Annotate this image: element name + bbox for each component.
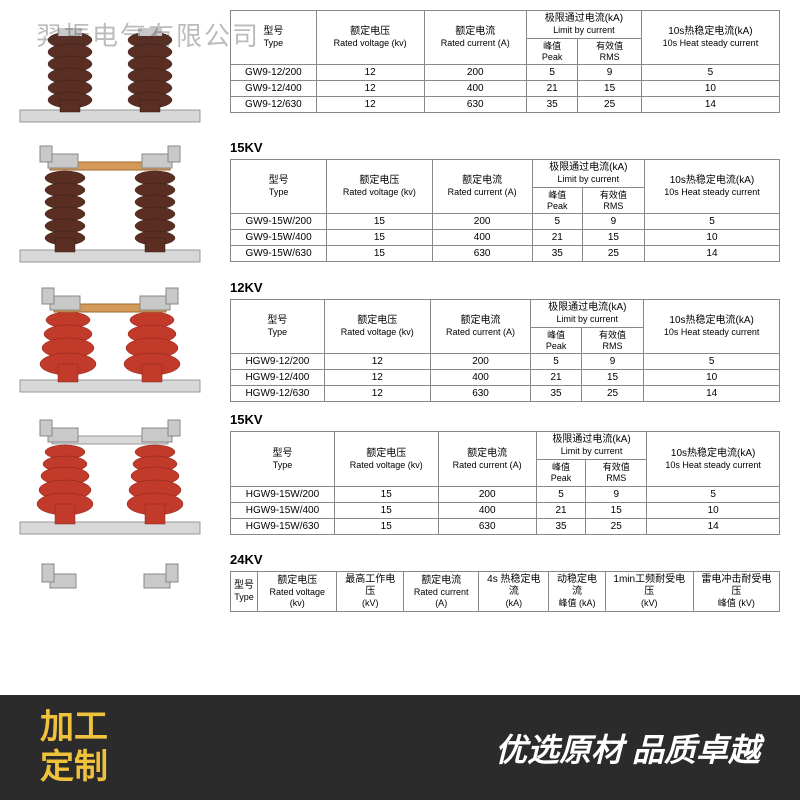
product-image-2 [10, 140, 210, 270]
table-row: GW9-15W/63015630352514 [231, 246, 780, 262]
table-row: HGW9-15W/40015400211510 [231, 502, 780, 518]
table-row: GW9-15W/40015400211510 [231, 230, 780, 246]
watermark-text: 羿振电气有限公司 [36, 16, 260, 53]
table-row: GW9-12/20012200595 [231, 65, 780, 81]
spec-table-2: 15KV 型号Type 额定电压Rated voltage (kv) 额定电流R… [230, 140, 780, 262]
table-row: GW9-12/40012400211510 [231, 81, 780, 97]
footer-left-text: 加工 定制 [40, 708, 108, 786]
product-image-5 [10, 552, 210, 592]
spec-table-1: 型号Type 额定电压Rated voltage (kv) 额定电流Rated … [230, 10, 780, 113]
spec-row: 12KV 型号Type 额定电压Rated voltage (kv) 额定电流R… [10, 280, 780, 402]
spec-row: 24KV 型号Type 额定电压Rated voltage (kv) 最高工作电… [10, 552, 780, 612]
table-row: HGW9-15W/63015630352514 [231, 518, 780, 534]
product-image-3 [10, 280, 210, 400]
footer-banner: 加工 定制 优选原材 品质卓越 [0, 695, 800, 800]
table-row: GW9-15W/20015200595 [231, 214, 780, 230]
page-content: 型号Type 额定电压Rated voltage (kv) 额定电流Rated … [0, 0, 800, 622]
table-row: HGW9-12/20012200595 [231, 354, 780, 370]
footer-right-text: 优选原材 品质卓越 [495, 725, 760, 771]
kv-label: 24KV [230, 552, 780, 567]
spec-table-5: 24KV 型号Type 额定电压Rated voltage (kv) 最高工作电… [230, 552, 780, 612]
table-row: HGW9-12/63012630352514 [231, 386, 780, 402]
kv-label: 12KV [230, 280, 780, 295]
table-row: HGW9-15W/20015200595 [231, 486, 780, 502]
table-row: HGW9-12/40012400211510 [231, 370, 780, 386]
product-image-4 [10, 412, 210, 542]
spec-row: 15KV 型号Type 额定电压Rated voltage (kv) 额定电流R… [10, 140, 780, 270]
table-row: GW9-12/63012630352514 [231, 97, 780, 113]
kv-label: 15KV [230, 412, 780, 427]
spec-table-3: 12KV 型号Type 额定电压Rated voltage (kv) 额定电流R… [230, 280, 780, 402]
spec-row: 15KV 型号Type 额定电压Rated voltage (kv) 额定电流R… [10, 412, 780, 542]
spec-table-4: 15KV 型号Type 额定电压Rated voltage (kv) 额定电流R… [230, 412, 780, 534]
kv-label: 15KV [230, 140, 780, 155]
